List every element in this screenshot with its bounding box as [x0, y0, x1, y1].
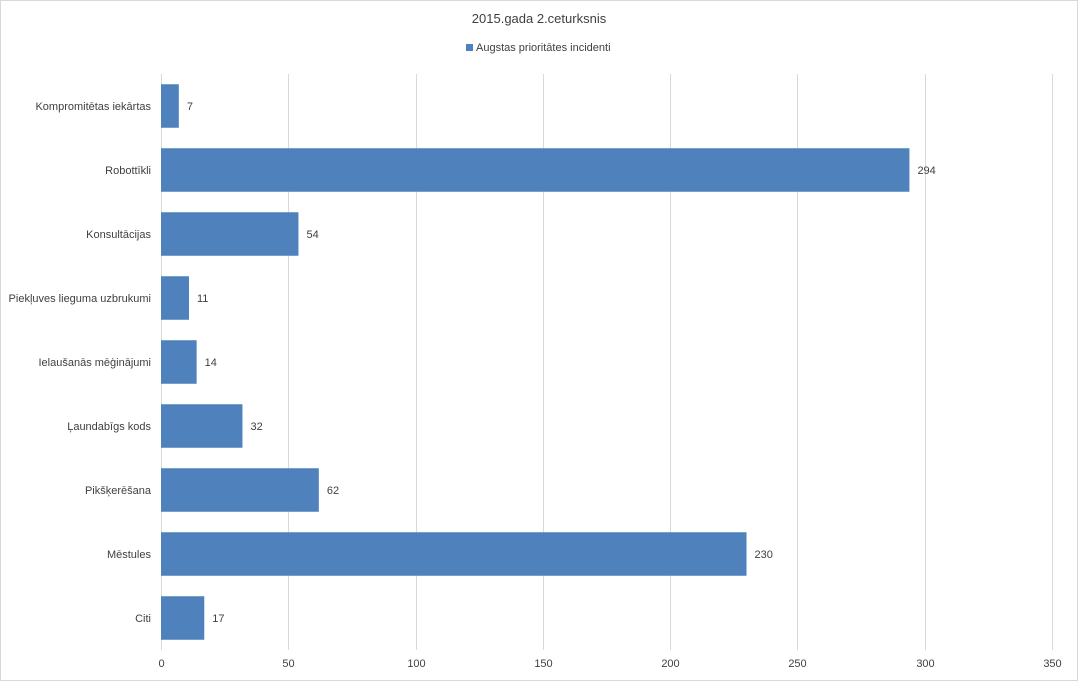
x-tick-label: 0 — [158, 658, 164, 670]
bars — [161, 84, 910, 640]
category-label: Ielaušanās mēģinājumi — [38, 356, 151, 369]
x-tick-label: 250 — [788, 658, 806, 670]
x-tick-label: 150 — [534, 658, 552, 670]
legend: Augstas prioritātes incidenti — [466, 42, 611, 54]
category-label: Pikšķerēšana — [85, 485, 152, 497]
category-label: Piekļuves lieguma uzbrukumi — [9, 293, 151, 305]
chart-title: 2015.gada 2.ceturksnis — [472, 11, 607, 26]
bar — [161, 404, 243, 448]
legend-label: Augstas prioritātes incidenti — [476, 42, 611, 54]
data-labels: 7 294 54 11 14 32 62 230 17 — [187, 101, 936, 625]
legend-swatch — [466, 44, 473, 51]
x-tick-label: 200 — [661, 658, 679, 670]
data-label: 294 — [917, 165, 935, 177]
category-label: Konsultācijas — [86, 229, 151, 241]
bar — [161, 212, 299, 256]
x-axis-tick-labels: 0 50 100 150 200 250 300 350 — [158, 658, 1061, 670]
data-label: 62 — [327, 485, 339, 497]
bar — [161, 596, 205, 640]
category-label: Mēstules — [107, 549, 152, 561]
category-label: Citi — [135, 613, 151, 625]
bar — [161, 84, 179, 128]
category-label: Kompromitētas iekārtas — [35, 101, 151, 113]
data-label: 32 — [250, 421, 262, 433]
data-label: 7 — [187, 101, 193, 113]
category-label: Ļaundabīgs kods — [67, 421, 151, 433]
bar — [161, 148, 910, 192]
bar — [161, 532, 747, 576]
x-tick-label: 300 — [916, 658, 934, 670]
x-tick-label: 350 — [1043, 658, 1061, 670]
x-tick-label: 50 — [282, 658, 294, 670]
bar — [161, 468, 319, 512]
data-label: 54 — [306, 229, 318, 241]
bar — [161, 276, 190, 320]
data-label: 17 — [212, 613, 224, 625]
data-label: 14 — [205, 357, 217, 369]
category-label: Robottīkli — [105, 165, 151, 177]
x-tick-label: 100 — [407, 658, 425, 670]
data-label: 230 — [755, 549, 773, 561]
data-label: 11 — [197, 293, 208, 305]
bar — [161, 340, 197, 384]
category-labels: Kompromitētas iekārtas Robottīkli Konsultā… — [9, 101, 152, 625]
